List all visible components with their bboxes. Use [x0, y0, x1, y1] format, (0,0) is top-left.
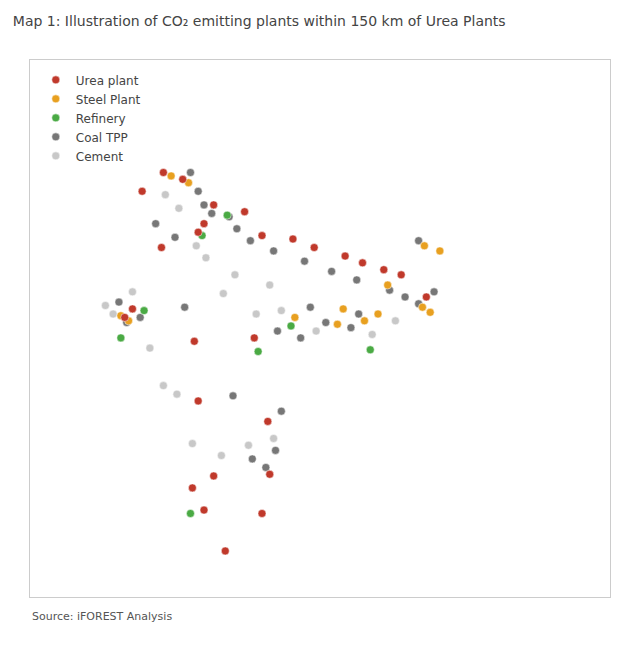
svg-text:Cement: Cement: [76, 150, 123, 164]
svg-text:Map 1: Illustration of CO₂ emi: Map 1: Illustration of CO₂ emitting plan…: [13, 13, 506, 29]
svg-text:Urea plant: Urea plant: [76, 74, 139, 88]
svg-text:Coal TPP: Coal TPP: [76, 131, 128, 145]
svg-text:Source: iFOREST Analysis: Source: iFOREST Analysis: [32, 610, 172, 623]
svg-text:Steel Plant: Steel Plant: [76, 93, 141, 107]
svg-text:Refinery: Refinery: [76, 112, 126, 126]
